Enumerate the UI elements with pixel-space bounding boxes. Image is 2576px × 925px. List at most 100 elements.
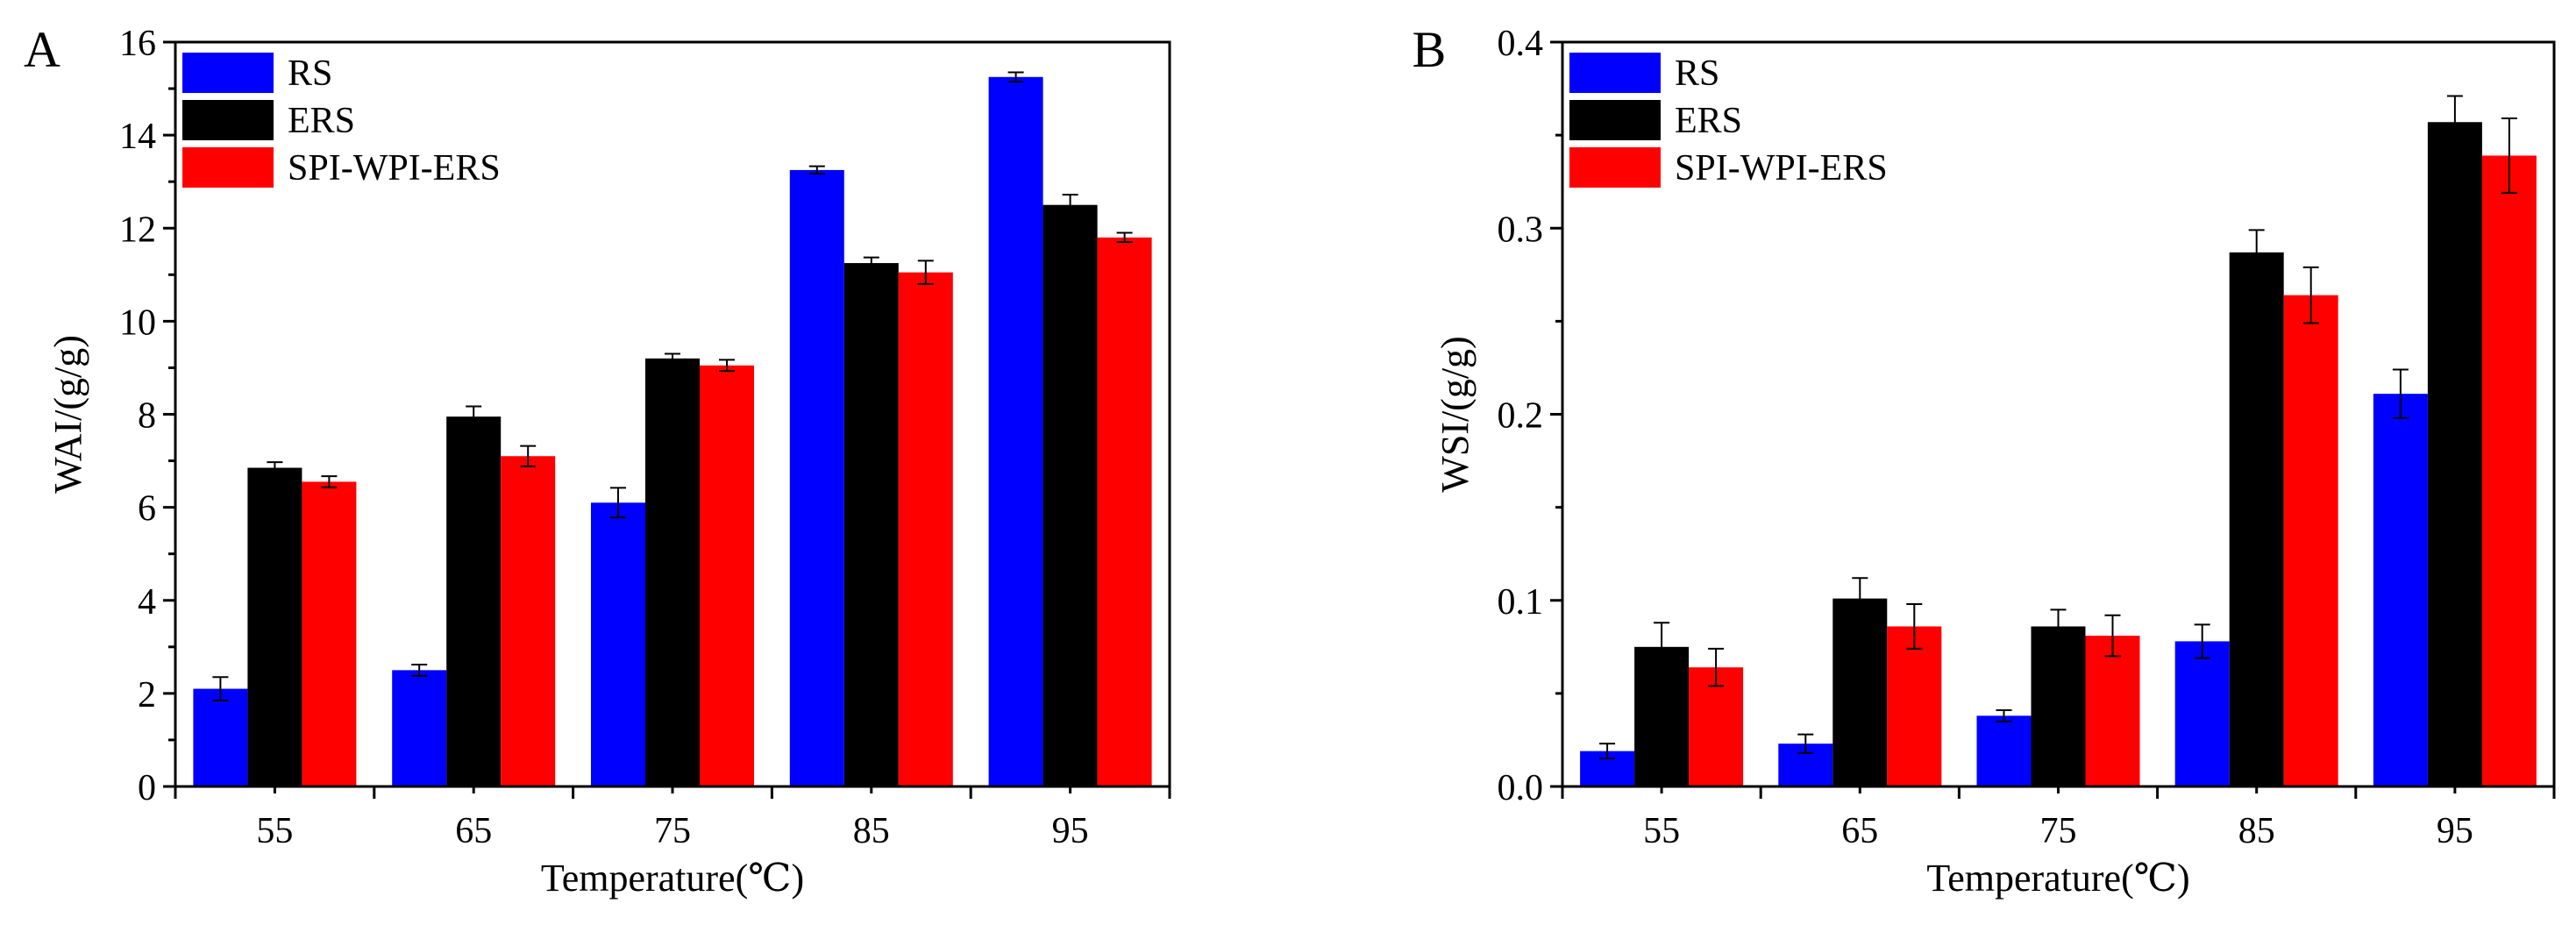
- legend-swatch-rs: [182, 53, 274, 93]
- error-bar-rs-95: [1007, 71, 1024, 83]
- bar-ers-85: [843, 263, 899, 786]
- y-tick-label: 0.4: [1498, 24, 1544, 64]
- error-bar-spi-wpi-ers-95: [2501, 117, 2517, 194]
- error-bar-ers-95: [1062, 194, 1078, 217]
- bar-spi-wpi-ers-75: [700, 365, 754, 786]
- bar-ers-95: [1042, 204, 1098, 786]
- error-bar-ers-85: [2248, 229, 2265, 276]
- error-bar-spi-wpi-ers-55: [1708, 647, 1725, 687]
- x-tick-label: 95: [2437, 811, 2473, 851]
- bar-rs-55: [193, 688, 248, 786]
- legend-label-spi-wpi-ers: SPI-WPI-ERS: [1675, 148, 1888, 189]
- bar-rs-75: [1976, 715, 2032, 786]
- legend-swatch-ers: [1569, 100, 1661, 140]
- series-ers: [247, 194, 1098, 786]
- bar-ers-55: [247, 467, 302, 786]
- bar-spi-wpi-ers-55: [1689, 667, 1744, 786]
- bar-rs-85: [2174, 641, 2230, 786]
- error-bar-ers-75: [2050, 608, 2067, 644]
- legend-swatch-spi-wpi-ers: [182, 147, 274, 188]
- panel-label: A: [24, 21, 60, 78]
- error-bar-ers-85: [863, 256, 879, 270]
- legend-swatch-rs: [1569, 53, 1661, 93]
- error-bar-rs-65: [1797, 733, 1814, 754]
- bar-rs-95: [988, 76, 1043, 786]
- x-tick-label: 75: [2040, 811, 2077, 851]
- error-bar-spi-wpi-ers-95: [1116, 231, 1133, 244]
- error-bar-ers-75: [665, 352, 680, 365]
- y-tick-label: 0: [138, 768, 156, 808]
- bar-ers-75: [2031, 626, 2086, 786]
- chart-panel-a: A 0 2 4 6 8 10 12 14 16 55 65 75 85 95 Temperature(℃) WA…: [24, 21, 1171, 900]
- bar-spi-wpi-ers-95: [2481, 155, 2537, 786]
- bar-spi-wpi-ers-65: [501, 456, 556, 786]
- error-bar-ers-55: [1654, 622, 1670, 672]
- error-bar-ers-65: [466, 405, 482, 428]
- series-spi-wpi-ers: [1689, 117, 2537, 786]
- y-tick-label: 8: [138, 396, 156, 437]
- error-bar-spi-wpi-ers-55: [321, 475, 338, 488]
- error-bar-rs-95: [2392, 368, 2409, 419]
- bar-ers-65: [446, 416, 502, 786]
- y-tick-label: 14: [119, 117, 156, 157]
- y-tick-label: 6: [138, 489, 156, 530]
- error-bar-spi-wpi-ers-75: [719, 359, 735, 373]
- legend: RS ERS SPI-WPI-ERS: [182, 53, 501, 189]
- y-tick-label: 0.3: [1498, 210, 1544, 250]
- x-tick-label: 55: [256, 811, 293, 851]
- y-axis-label: WSI/(g/g): [1434, 336, 1477, 492]
- legend-label-rs: RS: [1675, 53, 1719, 94]
- bar-rs-95: [2373, 394, 2428, 786]
- bar-ers-85: [2229, 252, 2284, 786]
- legend-swatch-ers: [182, 100, 274, 140]
- bar-spi-wpi-ers-65: [1887, 626, 1942, 786]
- legend: RS ERS SPI-WPI-ERS: [1569, 53, 1888, 189]
- legend-label-ers: ERS: [288, 101, 355, 141]
- error-bar-rs-65: [411, 663, 428, 677]
- bar-spi-wpi-ers-55: [302, 481, 357, 786]
- chart-panel-b: B 0.0 0.1 0.2 0.3 0.4 55 65 75 85 95 Temperature(℃)…: [1413, 21, 2556, 900]
- series-ers: [1634, 95, 2482, 786]
- error-bar-spi-wpi-ers-75: [2104, 614, 2121, 658]
- y-tick-label: 0.1: [1498, 582, 1544, 623]
- bar-spi-wpi-ers-85: [2283, 295, 2338, 786]
- series-spi-wpi-ers: [302, 231, 1152, 786]
- bar-spi-wpi-ers-85: [898, 272, 953, 786]
- bar-spi-wpi-ers-75: [2085, 636, 2140, 786]
- error-bar-rs-75: [1996, 708, 2012, 722]
- x-tick-label: 85: [853, 811, 890, 851]
- bar-rs-85: [789, 169, 844, 786]
- error-bar-spi-wpi-ers-65: [520, 445, 537, 467]
- error-bar-spi-wpi-ers-85: [2302, 266, 2319, 324]
- error-bar-ers-95: [2446, 95, 2463, 149]
- error-bar-rs-85: [808, 165, 825, 175]
- y-tick-label: 2: [138, 675, 156, 715]
- bar-ers-75: [645, 358, 700, 786]
- y-axis-label: WAI/(g/g): [46, 335, 89, 494]
- error-bar-rs-55: [1599, 743, 1616, 760]
- y-tick-label: 0.2: [1498, 396, 1544, 437]
- error-bar-rs-85: [2194, 623, 2210, 659]
- y-tick-label: 4: [138, 582, 156, 623]
- x-tick-label: 65: [455, 811, 492, 851]
- legend-label-rs: RS: [288, 53, 332, 94]
- y-tick-label: 0.0: [1498, 768, 1544, 808]
- y-tick-label: 12: [119, 210, 156, 250]
- legend-label-spi-wpi-ers: SPI-WPI-ERS: [288, 148, 501, 189]
- error-bar-ers-65: [1852, 577, 1868, 620]
- y-tick-label: 10: [119, 302, 156, 343]
- error-bar-ers-55: [267, 461, 283, 474]
- x-tick-label: 65: [1841, 811, 1878, 851]
- bar-ers-95: [2427, 122, 2482, 786]
- x-tick-label: 75: [654, 811, 691, 851]
- x-axis-label: Temperature(℃): [541, 857, 804, 900]
- series-rs: [1580, 368, 2428, 786]
- series-rs: [193, 71, 1043, 786]
- error-bar-rs-75: [610, 487, 626, 519]
- bar-rs-65: [392, 670, 447, 786]
- bar-spi-wpi-ers-95: [1097, 237, 1152, 786]
- x-tick-label: 85: [2238, 811, 2275, 851]
- x-tick-label: 95: [1052, 811, 1089, 851]
- legend-swatch-spi-wpi-ers: [1569, 147, 1661, 188]
